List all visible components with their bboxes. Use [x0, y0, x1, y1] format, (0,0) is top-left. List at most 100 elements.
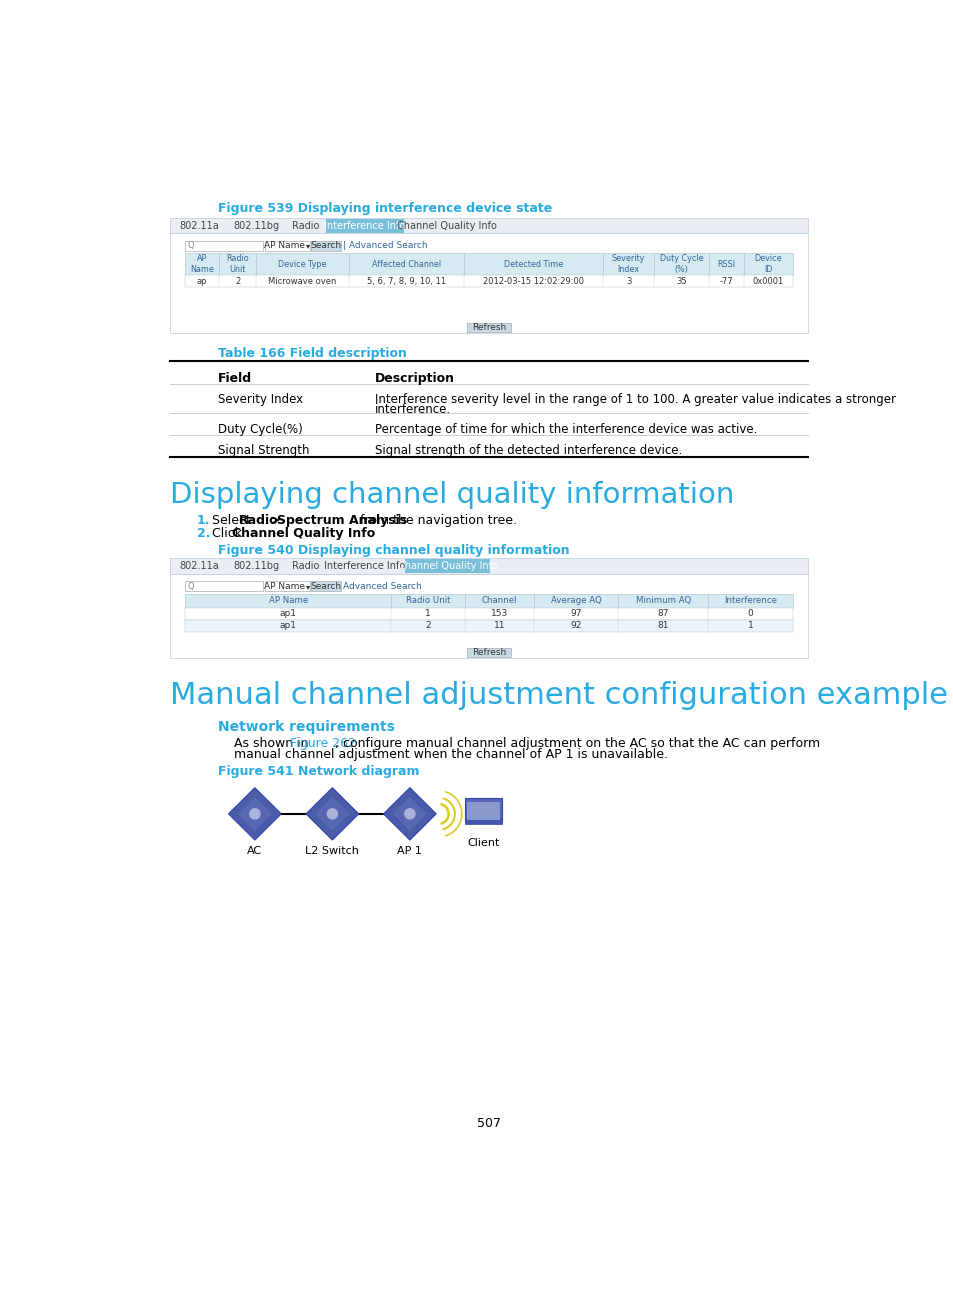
- FancyBboxPatch shape: [467, 323, 510, 332]
- FancyBboxPatch shape: [170, 218, 807, 233]
- Text: Microwave oven: Microwave oven: [268, 276, 336, 285]
- FancyBboxPatch shape: [185, 253, 792, 275]
- Text: ap1: ap1: [279, 609, 296, 618]
- FancyBboxPatch shape: [170, 574, 807, 658]
- Text: 1: 1: [747, 622, 753, 630]
- Text: Network requirements: Network requirements: [217, 721, 395, 734]
- Text: 507: 507: [476, 1117, 500, 1130]
- Text: AP Name: AP Name: [264, 241, 305, 250]
- Text: 153: 153: [491, 609, 508, 618]
- Circle shape: [326, 809, 337, 819]
- Polygon shape: [237, 797, 272, 831]
- Text: AP Name: AP Name: [264, 582, 305, 591]
- FancyBboxPatch shape: [311, 582, 340, 591]
- Polygon shape: [314, 797, 349, 831]
- Circle shape: [249, 809, 260, 819]
- Text: AP 1: AP 1: [397, 846, 422, 857]
- Text: ap1: ap1: [279, 622, 296, 630]
- Text: 0: 0: [747, 609, 753, 618]
- Text: Displaying channel quality information: Displaying channel quality information: [170, 481, 733, 509]
- Polygon shape: [393, 797, 427, 831]
- Text: AP Name: AP Name: [268, 596, 308, 605]
- Text: 2: 2: [425, 622, 431, 630]
- Polygon shape: [306, 788, 358, 840]
- Text: Refresh: Refresh: [472, 323, 505, 332]
- Text: 2: 2: [234, 276, 240, 285]
- Text: L2 Switch: L2 Switch: [305, 846, 359, 857]
- Text: Signal strength of the detected interference device.: Signal strength of the detected interfer…: [375, 445, 681, 457]
- Text: Spectrum Analysis: Spectrum Analysis: [277, 513, 407, 526]
- Text: Signal Strength: Signal Strength: [217, 445, 309, 457]
- Text: Radio: Radio: [292, 220, 319, 231]
- FancyBboxPatch shape: [185, 608, 792, 619]
- FancyBboxPatch shape: [170, 559, 807, 574]
- Text: 92: 92: [570, 622, 581, 630]
- Text: 0x0001: 0x0001: [752, 276, 783, 285]
- Text: AC: AC: [247, 846, 262, 857]
- Text: 81: 81: [657, 622, 668, 630]
- Circle shape: [404, 809, 416, 819]
- Text: Field: Field: [217, 372, 252, 385]
- Text: Q: Q: [187, 241, 193, 250]
- Text: Interference Info: Interference Info: [324, 561, 405, 572]
- Text: AP
Name: AP Name: [190, 254, 213, 273]
- Text: Detected Time: Detected Time: [503, 259, 562, 268]
- Text: Interference: Interference: [723, 596, 776, 605]
- Text: Percentage of time for which the interference device was active.: Percentage of time for which the interfe…: [375, 422, 757, 435]
- Text: Severity Index: Severity Index: [217, 394, 302, 407]
- Text: Q: Q: [187, 582, 193, 591]
- Text: 3: 3: [625, 276, 631, 285]
- Text: ap: ap: [196, 276, 207, 285]
- Text: 87: 87: [657, 609, 668, 618]
- FancyBboxPatch shape: [311, 241, 340, 251]
- Text: Severity
Index: Severity Index: [611, 254, 644, 273]
- Text: Table 166 Field description: Table 166 Field description: [217, 347, 406, 360]
- Text: 2.: 2.: [196, 527, 210, 540]
- FancyBboxPatch shape: [185, 582, 262, 591]
- Text: from the navigation tree.: from the navigation tree.: [356, 513, 517, 526]
- Text: 1: 1: [425, 609, 431, 618]
- Text: ▾: ▾: [306, 241, 310, 250]
- FancyBboxPatch shape: [405, 219, 488, 232]
- Text: Client: Client: [467, 837, 499, 848]
- Text: RSSI: RSSI: [717, 259, 735, 268]
- Text: Duty Cycle
(%): Duty Cycle (%): [659, 254, 702, 273]
- FancyBboxPatch shape: [467, 801, 499, 820]
- FancyBboxPatch shape: [265, 241, 310, 251]
- Text: | Advanced Search: | Advanced Search: [343, 241, 427, 250]
- Polygon shape: [229, 788, 281, 840]
- Text: As shown in: As shown in: [233, 737, 313, 750]
- Text: 5, 6, 7, 8, 9, 10, 11: 5, 6, 7, 8, 9, 10, 11: [366, 276, 445, 285]
- Text: manual channel adjustment when the channel of AP 1 is unavailable.: manual channel adjustment when the chann…: [233, 748, 667, 762]
- Text: 97: 97: [570, 609, 581, 618]
- Text: 802.11bg: 802.11bg: [233, 220, 279, 231]
- Text: Search: Search: [311, 241, 341, 250]
- Text: 35: 35: [676, 276, 686, 285]
- FancyBboxPatch shape: [228, 559, 286, 573]
- Text: 802.11a: 802.11a: [179, 561, 219, 572]
- Text: Affected Channel: Affected Channel: [372, 259, 440, 268]
- FancyBboxPatch shape: [185, 594, 792, 608]
- Text: >: >: [266, 513, 285, 526]
- Text: Channel Quality Info: Channel Quality Info: [233, 527, 375, 540]
- Text: Refresh: Refresh: [472, 648, 505, 657]
- Text: .: .: [320, 527, 324, 540]
- Text: Radio
Unit: Radio Unit: [226, 254, 249, 273]
- FancyBboxPatch shape: [185, 275, 792, 288]
- Text: Channel: Channel: [481, 596, 517, 605]
- Text: 1.: 1.: [196, 513, 210, 526]
- Text: Channel Quality Info: Channel Quality Info: [397, 561, 497, 572]
- Text: Advanced Search: Advanced Search: [343, 582, 421, 591]
- Text: Minimum AQ: Minimum AQ: [635, 596, 690, 605]
- Text: Interference severity level in the range of 1 to 100. A greater value indicates : Interference severity level in the range…: [375, 394, 895, 407]
- Text: Radio: Radio: [292, 561, 319, 572]
- Text: , configure manual channel adjustment on the AC so that the AC can perform: , configure manual channel adjustment on…: [335, 737, 819, 750]
- FancyBboxPatch shape: [405, 559, 490, 573]
- Text: 802.11bg: 802.11bg: [233, 561, 279, 572]
- Text: Radio Unit: Radio Unit: [405, 596, 450, 605]
- Text: Click: Click: [212, 527, 246, 540]
- Text: interference.: interference.: [375, 403, 451, 416]
- FancyBboxPatch shape: [172, 219, 226, 232]
- FancyBboxPatch shape: [185, 619, 792, 632]
- Text: Select: Select: [212, 513, 254, 526]
